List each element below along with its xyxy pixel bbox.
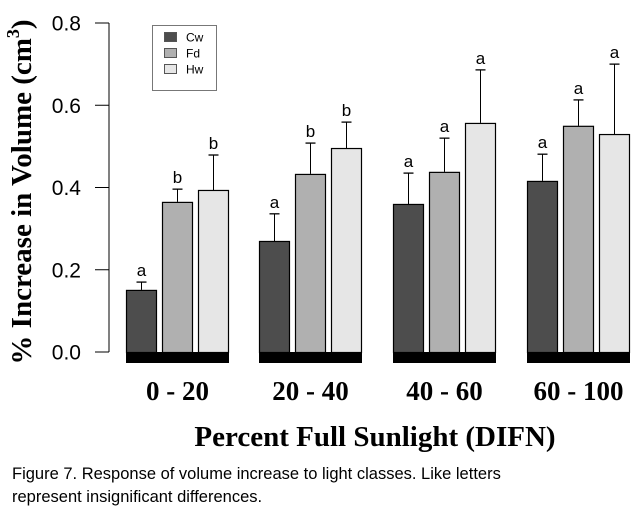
y-tick-label: 0.4 <box>52 177 82 200</box>
bar-hw <box>464 122 497 354</box>
caption-line-2: represent insignificant differences. <box>12 488 263 506</box>
significance-letter: b <box>306 122 315 141</box>
y-axis: 0.0 0.2 0.4 0.6 0.8 <box>52 13 110 365</box>
bar-hw <box>330 147 363 354</box>
significance-letter: a <box>404 152 414 171</box>
significance-letter: b <box>173 168 182 187</box>
category-labels: 0 - 20 20 - 40 40 - 60 60 - 100 <box>146 376 624 406</box>
bar-fd <box>562 125 595 354</box>
y-tick-label: 0.0 <box>52 342 81 365</box>
significance-letter: a <box>538 133 548 152</box>
y-tick-label: 0.6 <box>52 95 81 118</box>
y-axis-title-suffix: ) <box>6 19 38 29</box>
x-axis-title: Percent Full Sunlight (DIFN) <box>194 421 555 453</box>
y-axis-title: % Increase in Volume (cm3) <box>3 19 38 364</box>
baseline-band <box>126 352 229 363</box>
bar-hw <box>197 189 230 354</box>
significance-letter: b <box>209 134 218 153</box>
bar-hw <box>598 133 631 354</box>
baseline-band <box>393 352 496 363</box>
bar-fd <box>294 173 327 354</box>
svg-text:% Increase in Volume (cm3): % Increase in Volume (cm3) <box>3 19 38 364</box>
legend-label-cw: Cw <box>186 31 204 45</box>
significance-letter: a <box>440 117 450 136</box>
caption-line-1: Figure 7. Response of volume increase to… <box>12 465 501 483</box>
category-label: 40 - 60 <box>406 376 483 406</box>
category-label: 60 - 100 <box>534 376 624 406</box>
significance-letter: a <box>270 193 280 212</box>
legend-swatch-fd <box>164 48 177 58</box>
y-tick-label: 0.8 <box>52 13 81 36</box>
significance-letter: a <box>476 49 486 68</box>
category-label: 0 - 20 <box>146 376 209 406</box>
bar-cw <box>526 180 559 354</box>
baseline-band <box>259 352 362 363</box>
bars-layer: a b b a b b a a a a a a <box>125 43 631 354</box>
legend-label-hw: Hw <box>186 63 204 77</box>
y-axis-title-main: % Increase in Volume (cm <box>6 38 38 365</box>
bar-cw <box>258 240 291 354</box>
bar-cw <box>125 289 158 354</box>
significance-letter: a <box>137 261 147 280</box>
category-label: 20 - 40 <box>272 376 349 406</box>
figure-caption: Figure 7. Response of volume increase to… <box>12 463 632 509</box>
significance-letter: a <box>574 79 584 98</box>
legend-label-fd: Fd <box>186 47 200 61</box>
baseline-band <box>527 352 630 363</box>
legend-box <box>152 25 217 91</box>
legend-swatch-hw <box>164 64 177 74</box>
baseline-bands <box>126 352 630 363</box>
significance-letter: a <box>610 43 620 62</box>
legend: Cw Fd Hw <box>152 25 217 91</box>
legend-swatch-cw <box>164 32 177 42</box>
y-tick-label: 0.2 <box>52 259 81 282</box>
y-axis-title-superscript: 3 <box>3 29 23 38</box>
significance-letter: b <box>342 101 351 120</box>
bar-fd <box>161 201 194 354</box>
bar-cw <box>392 203 425 354</box>
bar-fd <box>428 171 461 354</box>
